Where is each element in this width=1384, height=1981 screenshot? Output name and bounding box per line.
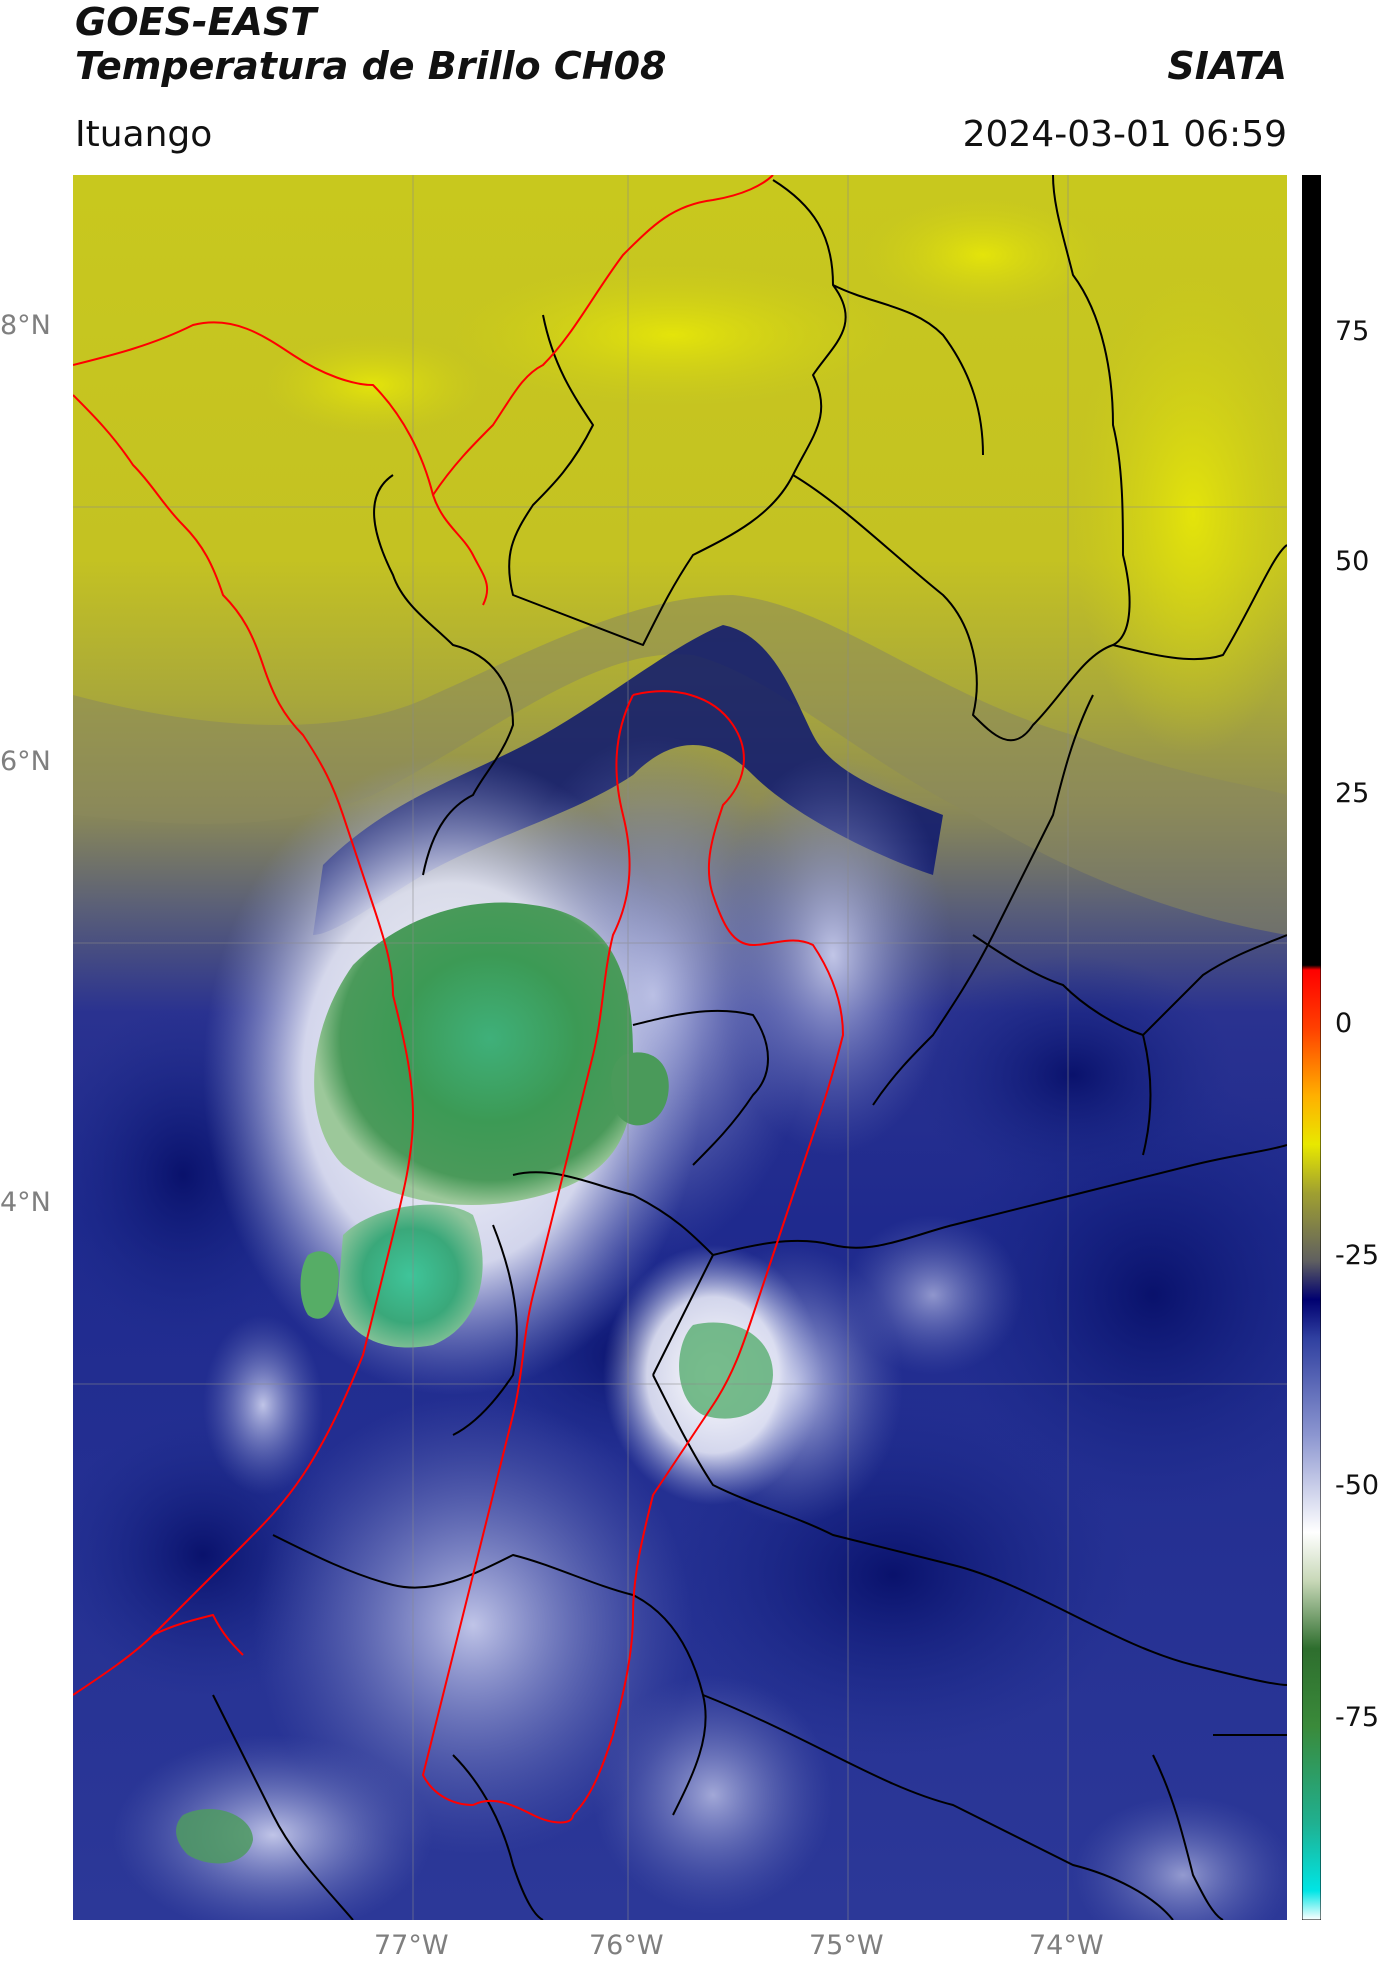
colorbar-label-neg25: -25 (1335, 1240, 1380, 1271)
title-line-1: GOES-EAST (75, 0, 317, 44)
colorbar-label-neg50: -50 (1335, 1470, 1380, 1501)
colorbar-label-0: 0 (1335, 1008, 1353, 1039)
colorbar-label-75: 75 (1335, 316, 1370, 347)
colorbar-label-neg75: -75 (1335, 1702, 1380, 1733)
colorbar-label-50: 50 (1335, 546, 1370, 577)
lon-label-76w: 76°W (589, 1930, 664, 1961)
title-line-2: Temperatura de Brillo CH08 (75, 44, 667, 88)
lon-label-74w: 74°W (1029, 1930, 1104, 1961)
lat-label-6n: 6°N (0, 746, 51, 777)
satellite-map (73, 175, 1287, 1920)
datetime-label: 2024-03-01 06:59 (962, 114, 1287, 155)
colorbar-label-25: 25 (1335, 778, 1370, 809)
lat-label-8n: 8°N (0, 310, 51, 341)
brand-label: SIATA (1167, 44, 1287, 88)
lon-label-75w: 75°W (809, 1930, 884, 1961)
lat-label-4n: 4°N (0, 1187, 51, 1218)
location-label: Ituango (75, 114, 213, 155)
temperature-colorbar (1302, 175, 1321, 1920)
lon-label-77w: 77°W (374, 1930, 449, 1961)
